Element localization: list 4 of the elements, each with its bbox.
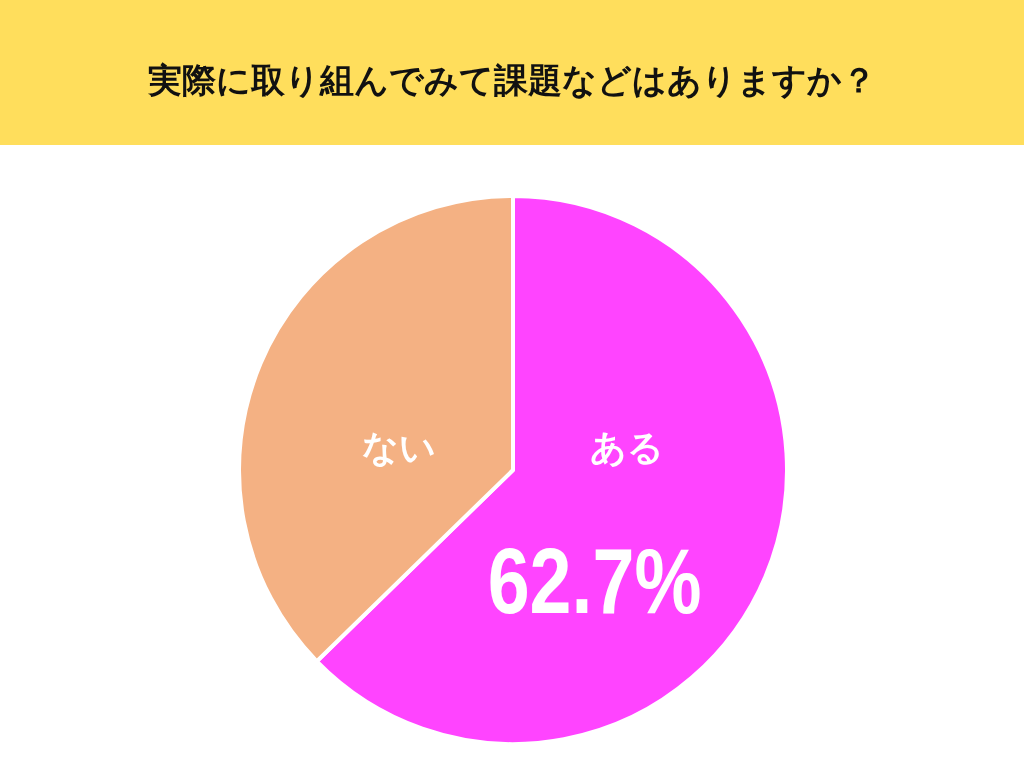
data-label: 62.7% <box>487 529 702 633</box>
slice-label: ない <box>362 427 437 468</box>
chart-title: 実際に取り組んでみて課題などはありますか？ <box>147 61 876 99</box>
slice-label: ある <box>589 427 664 468</box>
